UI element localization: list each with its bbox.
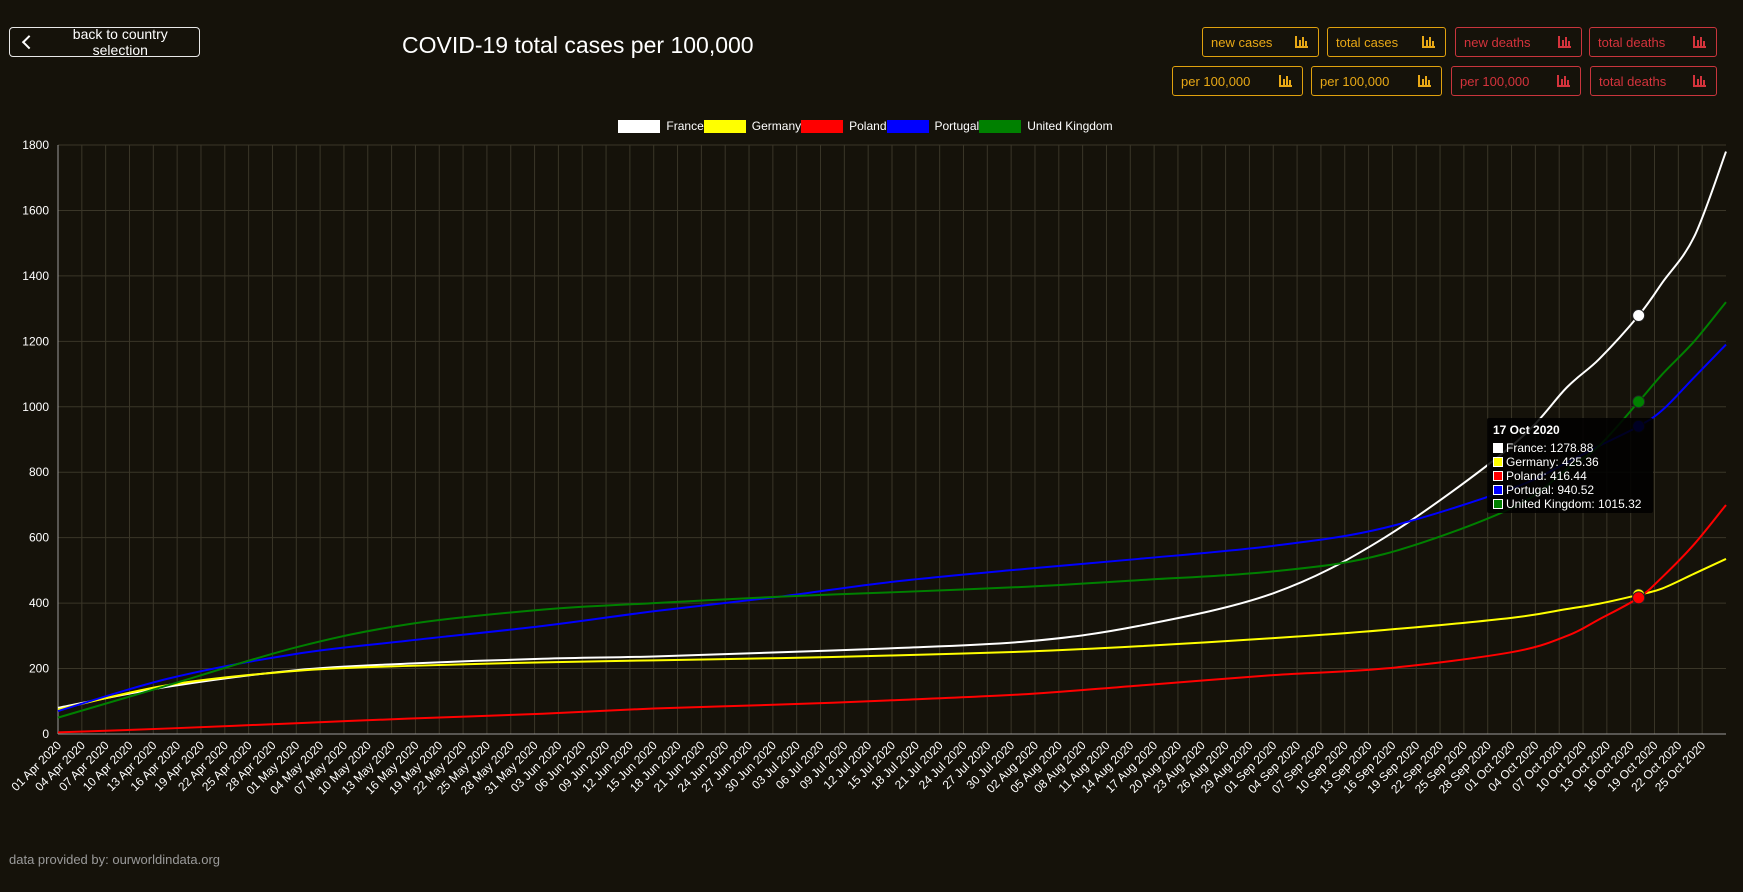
bar-chart-icon [1557,75,1570,87]
bar-chart-icon [1422,36,1435,48]
hover-point-france [1632,309,1646,323]
toolbar-button-label: per 100,000 [1460,73,1530,89]
toolbar-button-label: new deaths [1464,34,1531,50]
bar-chart-icon [1418,75,1431,87]
legend-item-portugal[interactable]: Portugal [886,119,980,133]
chart-tooltip: 17 Oct 2020 France: 1278.88 Germany: 425.… [1487,418,1653,513]
row1-button-3[interactable]: new deaths [1455,27,1582,57]
y-tick-label: 1800 [22,138,49,152]
tooltip-swatch [1493,471,1503,481]
toolbar-button-label: total cases [1336,34,1399,50]
chart-legend: France Germany Poland Portugal United Kingdo… [0,119,1743,133]
tooltip-value: Germany: 425.36 [1506,455,1599,469]
tooltip-swatch [1493,499,1503,509]
toolbar-button-label: new cases [1211,34,1273,50]
tooltip-value: Poland: 416.44 [1506,469,1587,483]
toolbar-button-label: per 100,000 [1320,73,1390,89]
row1-button-1[interactable]: new cases [1202,27,1319,57]
tooltip-row: Germany: 425.36 [1493,455,1647,469]
y-tick-label: 1400 [22,269,49,283]
y-tick-label: 1600 [22,203,49,217]
legend-swatch [801,119,844,133]
legend-swatch [703,119,746,133]
bar-chart-icon [1295,36,1308,48]
hover-point-united-kingdom [1632,395,1646,409]
legend-label: United Kingdom [1027,119,1113,133]
tooltip-row: Poland: 416.44 [1493,469,1647,483]
legend-label: France [666,119,704,133]
y-tick-label: 0 [42,727,49,741]
tooltip-row: France: 1278.88 [1493,441,1647,455]
tooltip-row: Portugal: 940.52 [1493,483,1647,497]
hover-point-poland [1632,591,1646,605]
tooltip-value: France: 1278.88 [1506,441,1594,455]
tooltip-swatch [1493,457,1503,467]
legend-label: Portugal [934,119,980,133]
chevron-left-icon [21,35,36,49]
bar-chart-icon [1693,36,1706,48]
toolbar-button-label: per 100,000 [1181,73,1251,89]
legend-item-germany[interactable]: Germany [703,119,802,133]
page-title: COVID-19 total cases per 100,000 [402,32,754,58]
toolbar-button-label: total deaths [1599,73,1667,89]
tooltip-value: Portugal: 940.52 [1506,483,1595,497]
back-to-country-selection-button[interactable]: back to country selection [9,26,200,58]
legend-item-poland[interactable]: Poland [801,119,887,133]
row1-button-2[interactable]: total cases [1327,27,1446,57]
bar-chart-icon [1279,75,1292,87]
bar-chart-icon [1558,36,1571,48]
legend-swatch [886,119,929,133]
data-source-note: data provided by: ourworldindata.org [9,852,221,867]
row1-button-4[interactable]: total deaths [1589,27,1717,57]
tooltip-value: United Kingdom: 1015.32 [1506,497,1642,511]
tooltip-swatch [1493,485,1503,495]
y-tick-label: 1000 [22,400,49,414]
series-line-poland [57,504,1727,734]
tooltip-row: United Kingdom: 1015.32 [1493,497,1647,511]
tooltip-swatch [1493,443,1503,453]
tooltip-date: 17 Oct 2020 [1493,423,1560,437]
legend-label: Germany [751,119,802,133]
legend-label: Poland [849,119,887,133]
bar-chart-icon [1693,75,1706,87]
legend-item-france[interactable]: France [618,119,704,133]
row2-button-4[interactable]: total deaths [1590,66,1717,96]
legend-swatch [618,119,661,133]
legend-swatch [979,119,1022,133]
y-tick-label: 600 [29,531,49,545]
y-tick-label: 200 [29,662,49,676]
row2-button-3[interactable]: per 100,000 [1451,66,1581,96]
y-tick-label: 1200 [22,334,49,348]
series-line-germany [57,558,1727,711]
row2-button-2[interactable]: per 100,000 [1311,66,1442,96]
y-tick-label: 400 [29,596,49,610]
toolbar-button-label: total deaths [1598,34,1666,50]
legend-item-united-kingdom[interactable]: United Kingdom [979,119,1113,133]
series-line-france [57,151,1727,709]
row2-button-1[interactable]: per 100,000 [1172,66,1303,96]
y-tick-label: 800 [29,465,49,479]
back-button-label: back to country selection [72,26,168,58]
